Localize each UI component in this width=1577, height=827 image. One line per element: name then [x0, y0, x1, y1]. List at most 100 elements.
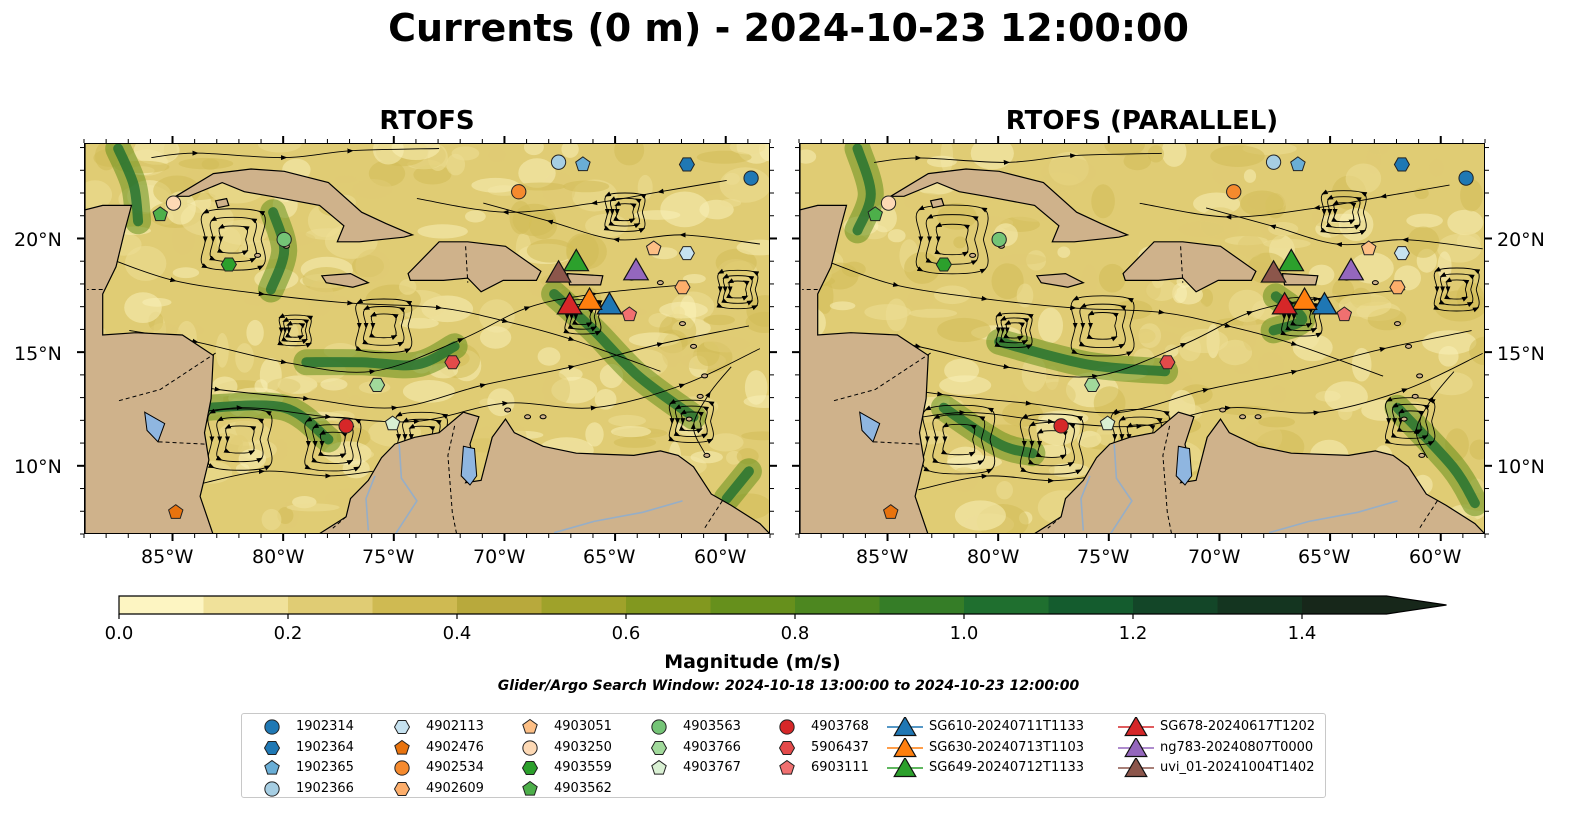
- circle-marker-icon: [394, 760, 410, 776]
- pentagon-marker-icon: [651, 759, 667, 775]
- platform-marker: [867, 206, 883, 222]
- platform-marker: [1311, 291, 1338, 315]
- land: [85, 144, 769, 533]
- platform-marker: [991, 231, 1007, 248]
- legend-label: 4903766: [683, 739, 741, 755]
- platform-marker: [545, 259, 572, 283]
- legend-label: SG630-20240713T1103: [929, 739, 1085, 755]
- panel-title-rtofs-parallel: RTOFS (PARALLEL): [1005, 106, 1279, 136]
- legend-label: 5906437: [811, 739, 869, 755]
- colorbar-tick-2: 0.4: [442, 623, 472, 644]
- rtofs-parallel-current-map: [800, 144, 1484, 533]
- legend-label: 1902365: [296, 760, 354, 775]
- platform-marker: [220, 257, 237, 272]
- triangle-marker-icon: [1118, 758, 1154, 778]
- platform-marker: [1159, 355, 1176, 370]
- legend-label: 4902534: [426, 760, 484, 775]
- legend-label: 4903559: [554, 760, 612, 775]
- platform-marker: [1226, 184, 1242, 200]
- panel-title-rtofs: RTOFS: [379, 106, 475, 136]
- lon-tick-80w-right: 80°W: [967, 546, 1020, 568]
- triangle-marker-icon: [887, 717, 923, 737]
- legend-marker: [1124, 758, 1148, 778]
- colorbar-segment: [710, 596, 796, 614]
- legend-marker: [522, 780, 538, 796]
- legend-label: 1902364: [296, 739, 354, 755]
- colorbar-segment: [879, 596, 965, 614]
- legend-marker: [1124, 737, 1148, 757]
- platform-marker: [880, 195, 897, 211]
- platform-marker: [444, 355, 461, 370]
- platform-marker: [550, 154, 567, 170]
- colorbar-tick-0: 0.0: [104, 623, 134, 644]
- legend-marker: [778, 740, 796, 755]
- colorbar-tick-3: 0.6: [611, 623, 641, 644]
- search-window-note: Glider/Argo Search Window: 2024-10-18 13…: [497, 678, 1080, 694]
- platform-marker: [576, 286, 603, 310]
- pentagon-marker-icon: [264, 759, 280, 775]
- streamlines: [106, 148, 761, 486]
- platform-markers: [867, 154, 1474, 519]
- legend-marker: [779, 759, 795, 775]
- legend-label: ng783-20240807T0000: [1160, 739, 1314, 755]
- lat-tick-10n-right: 10°N: [1497, 456, 1545, 478]
- legend-label: SG678-20240617T1202: [1160, 719, 1316, 734]
- lon-tick-70w-right: 70°W: [1188, 546, 1241, 568]
- platform-marker: [1458, 170, 1474, 186]
- lat-tick-15n-left: 15°N: [14, 343, 62, 365]
- platform-marker: [152, 206, 168, 222]
- platform-marker: [1271, 291, 1298, 315]
- lon-tick-65w-left: 65°W: [583, 546, 636, 568]
- platform-marker: [1389, 280, 1406, 295]
- colorbar-segment: [1048, 596, 1134, 614]
- platform-marker: [1084, 377, 1101, 392]
- legend-label: 1902366: [296, 780, 354, 796]
- lon-tick-75w-left: 75°W: [362, 546, 415, 568]
- platform-marker: [1337, 257, 1365, 281]
- platform-marker: [883, 504, 899, 519]
- platform-marker: [1393, 157, 1410, 172]
- platform-marker: [622, 257, 650, 281]
- lon-tick-70w-left: 70°W: [473, 546, 526, 568]
- platform-marker: [1053, 418, 1069, 434]
- legend-marker: [522, 739, 538, 756]
- platform-marker: [1099, 415, 1116, 431]
- colorbar-segment: [1302, 596, 1388, 614]
- legend-label: 4903768: [811, 719, 869, 734]
- legend-label: 4902476: [426, 739, 484, 755]
- hexagon-marker-icon: [393, 781, 411, 796]
- legend-marker: [393, 720, 411, 734]
- colorbar-extend-arrow: [1386, 596, 1447, 614]
- pentagon-marker-icon: [779, 759, 795, 775]
- lon-tick-80w-left: 80°W: [252, 546, 305, 568]
- legend-marker: [394, 739, 410, 755]
- colorbar-tick-4: 0.8: [780, 623, 810, 644]
- colorbar-segment: [203, 596, 289, 614]
- platform-marker: [621, 306, 638, 322]
- lat-tick-20n-right: 20°N: [1497, 229, 1545, 251]
- colorbar-tick-7: 1.4: [1287, 623, 1317, 644]
- circle-marker-icon: [651, 719, 667, 735]
- platform-marker: [743, 170, 759, 186]
- triangle-marker-icon: [887, 737, 923, 757]
- map-panel-rtofs-parallel: [799, 143, 1485, 534]
- legend-label: 4902609: [426, 780, 484, 796]
- legend-marker: [264, 719, 280, 735]
- legend-marker: [264, 759, 280, 775]
- colorbar-segment: [1133, 596, 1219, 614]
- platform-marker: [1360, 240, 1377, 256]
- lon-tick-85w-left: 85°W: [141, 546, 194, 568]
- colorbar-segment: [288, 596, 374, 614]
- platform-marker: [1260, 259, 1287, 283]
- lon-tick-60w-right: 60°W: [1409, 546, 1462, 568]
- platform-marker: [1393, 246, 1410, 261]
- platform-marker: [1291, 286, 1318, 310]
- lon-tick-75w-right: 75°W: [1077, 546, 1130, 568]
- platform-marker: [575, 156, 591, 172]
- hexagon-marker-icon: [393, 720, 411, 734]
- pentagon-marker-icon: [394, 739, 410, 755]
- platform-marker: [935, 257, 952, 272]
- platform-marker: [556, 291, 583, 315]
- colorbar-title: Magnitude (m/s): [664, 651, 841, 673]
- colorbar-outline: [118, 595, 1447, 615]
